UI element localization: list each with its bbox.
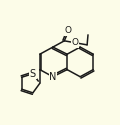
Text: O: O — [72, 38, 79, 47]
Text: O: O — [65, 26, 72, 36]
Text: S: S — [30, 69, 36, 79]
Text: N: N — [49, 72, 57, 82]
